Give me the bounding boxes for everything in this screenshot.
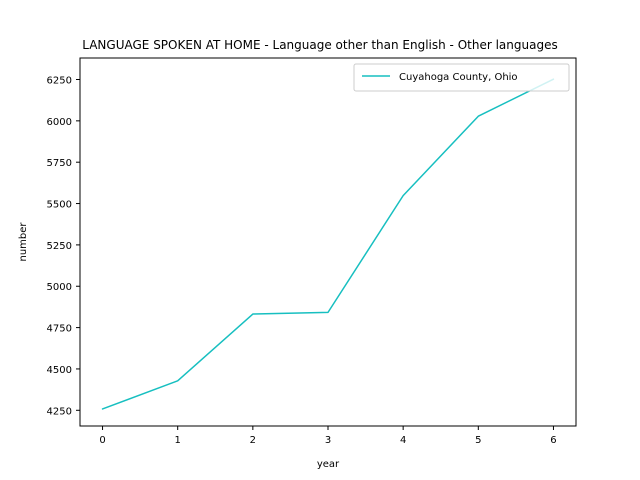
y-axis-label: number [18, 222, 29, 262]
x-tick-label: 4 [400, 435, 406, 446]
x-tick-label: 1 [175, 435, 181, 446]
x-axis-ticks: 0 1 2 3 4 5 6 [99, 426, 557, 446]
y-tick-label: 5000 [47, 282, 72, 293]
y-tick-label: 4750 [47, 324, 72, 335]
x-tick-label: 6 [550, 435, 556, 446]
x-tick-label: 5 [475, 435, 481, 446]
legend-label: Cuyahoga County, Ohio [399, 72, 518, 83]
plot-frame [79, 57, 577, 427]
y-tick-label: 5250 [47, 241, 72, 252]
x-axis-label: year [317, 459, 340, 470]
y-tick-label: 4250 [47, 406, 72, 417]
y-tick-label: 5500 [47, 200, 72, 211]
chart-title: LANGUAGE SPOKEN AT HOME - Language other… [82, 38, 557, 52]
series-line-cuyahoga-county-ohio [101, 78, 555, 410]
x-tick-label: 3 [325, 435, 331, 446]
legend: Cuyahoga County, Ohio [353, 63, 570, 92]
y-tick-label: 5750 [47, 158, 72, 169]
y-tick-label: 6000 [47, 117, 72, 128]
y-tick-label: 6250 [47, 76, 72, 87]
plot-area: 0 1 2 3 4 5 6 4250 4500 4750 5000 5250 5500 5750 6000… [47, 57, 577, 446]
y-axis-ticks: 4250 4500 4750 5000 5250 5500 5750 6000 6250 [47, 76, 80, 417]
series-layer [101, 78, 555, 410]
x-tick-label: 2 [250, 435, 256, 446]
x-tick-label: 0 [99, 435, 105, 446]
legend-box [353, 63, 570, 92]
chart-title-wrap: LANGUAGE SPOKEN AT HOME - Language other… [82, 38, 557, 52]
y-tick-label: 4500 [47, 365, 72, 376]
